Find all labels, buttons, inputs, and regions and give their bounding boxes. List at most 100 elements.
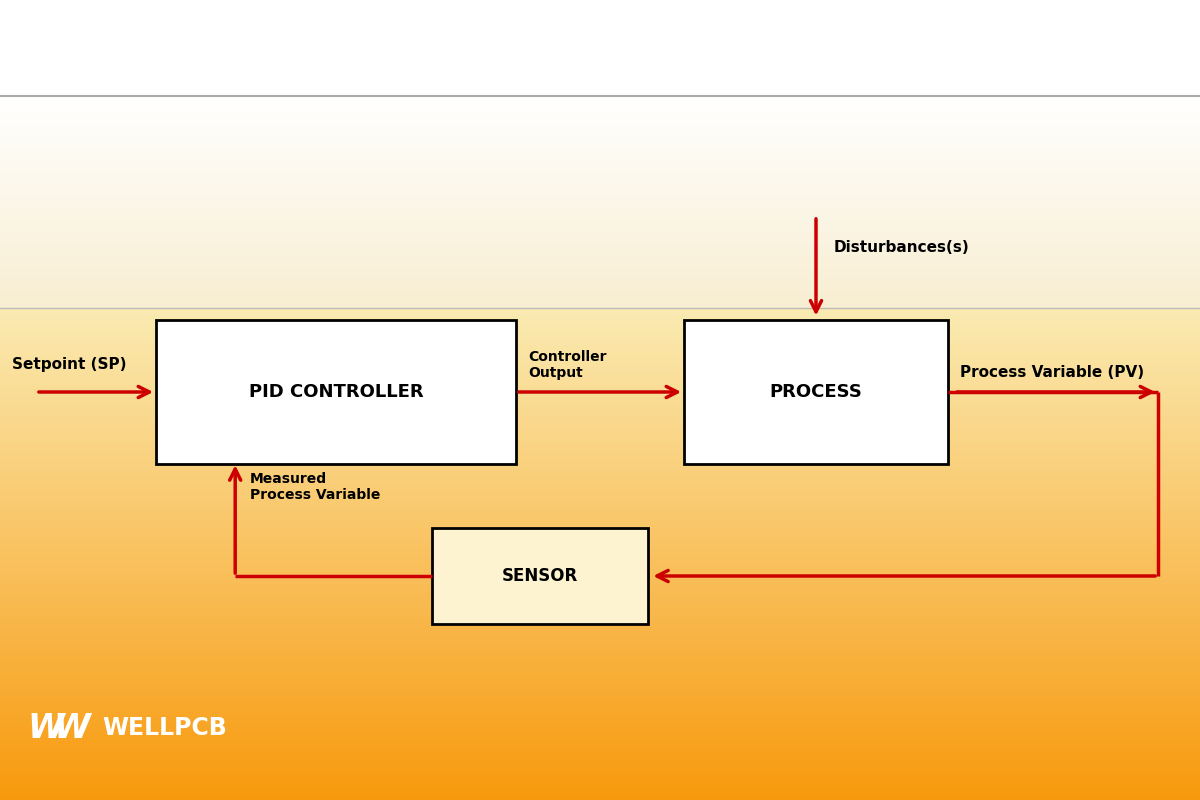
Bar (0, 692, 1200, 694)
Text: Controller
Output: Controller Output (528, 350, 606, 380)
Bar (0, 416, 1200, 418)
Bar (0, 743, 1200, 746)
Bar (0, 780, 1200, 782)
Bar (0, 647, 1200, 650)
Bar (0, 655, 1200, 658)
Bar (0, 109, 1200, 111)
Text: W: W (28, 711, 64, 745)
Bar (0, 716, 1200, 719)
Bar (0, 219, 1200, 221)
Bar (0, 379, 1200, 382)
Bar (0, 581, 1200, 583)
Bar (0, 487, 1200, 490)
Bar (0, 414, 1200, 416)
FancyBboxPatch shape (684, 320, 948, 464)
Bar (0, 242, 1200, 245)
Bar (0, 236, 1200, 238)
Bar (0, 724, 1200, 726)
Bar (0, 505, 1200, 507)
Bar (0, 461, 1200, 463)
Bar (0, 397, 1200, 399)
Bar (0, 313, 1200, 315)
Bar (0, 758, 1200, 761)
Bar (0, 100, 1200, 102)
Bar (0, 790, 1200, 793)
Bar (0, 478, 1200, 480)
Bar (0, 246, 1200, 249)
Bar (0, 134, 1200, 136)
Bar (0, 578, 1200, 581)
Bar (0, 200, 1200, 202)
Bar (0, 302, 1200, 304)
FancyBboxPatch shape (432, 528, 648, 624)
Bar (0, 190, 1200, 191)
Bar (0, 185, 1200, 187)
Bar (0, 174, 1200, 177)
Bar (0, 690, 1200, 692)
Bar (0, 603, 1200, 606)
Bar (0, 650, 1200, 653)
Bar (0, 736, 1200, 738)
Bar (0, 586, 1200, 589)
Bar (0, 431, 1200, 434)
Bar (0, 160, 1200, 162)
Bar (0, 306, 1200, 308)
Bar (0, 500, 1200, 502)
Bar (0, 384, 1200, 386)
Bar (0, 667, 1200, 670)
Bar (0, 623, 1200, 626)
Bar (0, 122, 1200, 123)
Bar (0, 436, 1200, 438)
Bar (0, 230, 1200, 232)
Bar (0, 147, 1200, 149)
Bar (0, 253, 1200, 255)
Bar (0, 149, 1200, 151)
Bar (0, 227, 1200, 230)
Bar (0, 170, 1200, 172)
Text: Disturbances(s): Disturbances(s) (834, 241, 970, 255)
Bar (0, 281, 1200, 282)
Bar (0, 287, 1200, 289)
Bar (0, 714, 1200, 716)
Bar (0, 645, 1200, 647)
Bar (0, 684, 1200, 687)
Bar (0, 154, 1200, 155)
Bar (0, 594, 1200, 596)
Bar (0, 217, 1200, 219)
Bar (0, 551, 1200, 554)
Bar (0, 466, 1200, 468)
Bar (0, 357, 1200, 360)
Bar (0, 202, 1200, 204)
Bar (0, 665, 1200, 667)
Bar (0, 591, 1200, 594)
Bar (0, 136, 1200, 138)
Bar (0, 402, 1200, 404)
Bar (0, 507, 1200, 510)
Bar (0, 711, 1200, 714)
Bar (0, 613, 1200, 615)
Bar (0, 330, 1200, 333)
Bar (0, 438, 1200, 441)
Bar (0, 177, 1200, 178)
Bar (0, 630, 1200, 633)
Bar (0, 257, 1200, 259)
Bar (0, 328, 1200, 330)
Bar (0, 172, 1200, 174)
Bar (0, 786, 1200, 788)
Bar (0, 194, 1200, 196)
Text: W: W (54, 711, 90, 745)
Bar (0, 350, 1200, 352)
Bar (0, 338, 1200, 340)
Bar (0, 310, 1200, 313)
Bar (0, 399, 1200, 402)
Bar (0, 726, 1200, 729)
Bar (0, 527, 1200, 530)
Bar (0, 775, 1200, 778)
Bar (0, 468, 1200, 470)
Bar (0, 304, 1200, 306)
Bar (0, 699, 1200, 702)
Bar (0, 782, 1200, 786)
Bar (0, 126, 1200, 128)
Bar (0, 748, 1200, 750)
Bar (0, 795, 1200, 798)
